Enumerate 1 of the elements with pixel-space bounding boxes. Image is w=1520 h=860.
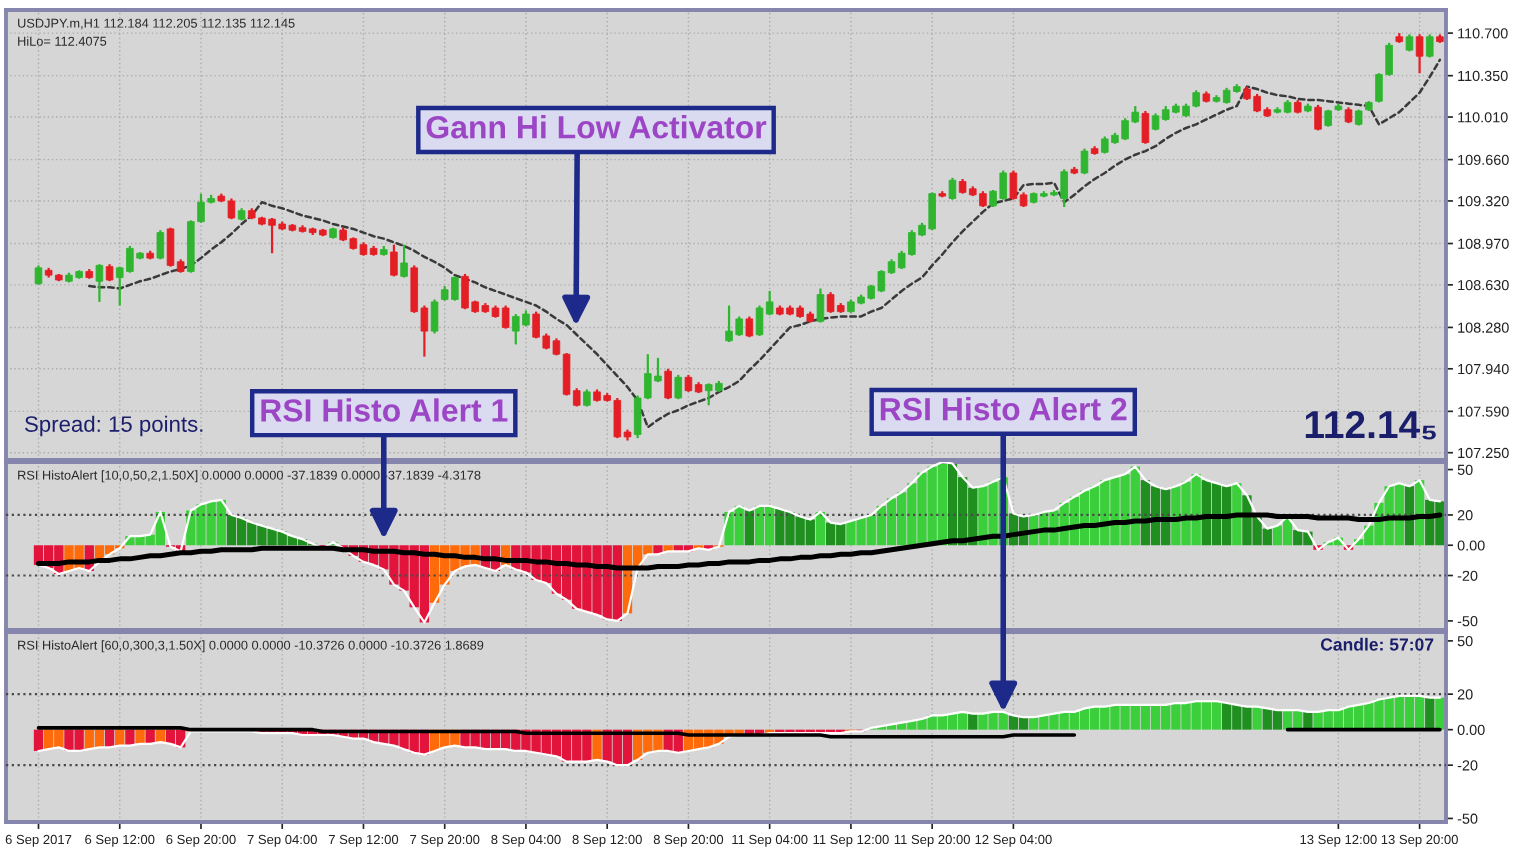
annotation: Candle: 57:07 <box>1320 637 1434 651</box>
